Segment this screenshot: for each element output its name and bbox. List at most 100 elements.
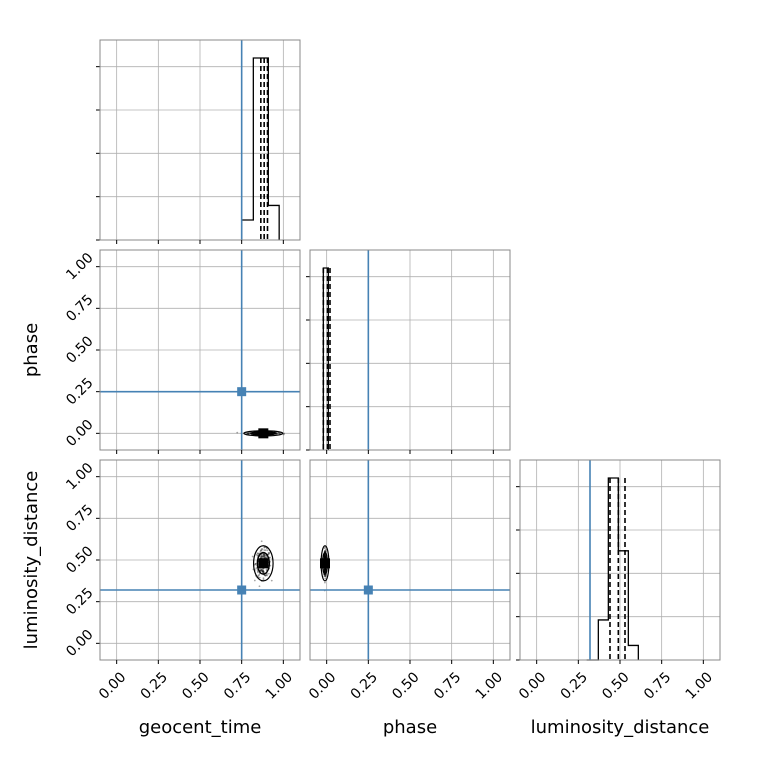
sample-point-geocent_time-vs-luminosity_distance-88 [260, 570, 263, 572]
ytick-label-phase-2: 0.50 [63, 333, 96, 366]
xtick-label-luminosity_distance-3: 0.75 [641, 669, 674, 702]
ytick-label-luminosity_distance-3: 0.75 [63, 502, 96, 535]
sample-point-phase-vs-luminosity_distance-234 [324, 546, 327, 549]
sample-point-geocent_time-vs-phase-52 [256, 432, 259, 435]
sample-point-phase-vs-luminosity_distance-213 [324, 555, 326, 557]
sample-point-geocent_time-vs-phase-259 [255, 432, 258, 435]
sample-point-phase-vs-luminosity_distance-251 [323, 555, 326, 558]
sample-point-phase-vs-luminosity_distance-240 [324, 575, 327, 578]
sample-point-geocent_time-vs-phase-248 [270, 432, 273, 435]
contour-inner-geocent_time-vs-luminosity_distance [256, 551, 271, 575]
histogram-luminosity_distance [586, 477, 639, 661]
sample-point-geocent_time-vs-phase-156 [255, 432, 258, 435]
sample-point-geocent_time-vs-luminosity_distance-124 [268, 551, 271, 554]
sample-point-geocent_time-vs-phase-219 [247, 432, 249, 435]
sample-point-geocent_time-vs-luminosity_distance-96 [262, 569, 264, 572]
sample-point-geocent_time-vs-luminosity_distance-155 [260, 548, 263, 550]
ytick-label-phase-1: 0.25 [63, 375, 96, 408]
sample-point-geocent_time-vs-luminosity_distance-97 [254, 562, 257, 565]
sample-point-geocent_time-vs-phase-231 [256, 432, 258, 435]
sample-point-geocent_time-vs-luminosity_distance-18 [262, 570, 265, 573]
sample-point-geocent_time-vs-luminosity_distance-240 [263, 553, 265, 555]
sample-point-geocent_time-vs-phase-187 [268, 432, 271, 435]
sample-point-geocent_time-vs-luminosity_distance-205 [251, 555, 254, 558]
sample-point-geocent_time-vs-luminosity_distance-48 [263, 546, 266, 549]
sample-point-phase-vs-luminosity_distance-150 [323, 554, 326, 557]
sample-point-geocent_time-vs-luminosity_distance-228 [255, 567, 258, 570]
sample-point-phase-vs-luminosity_distance-108 [324, 568, 327, 571]
sample-point-geocent_time-vs-phase-68 [275, 432, 278, 435]
sample-point-phase-vs-luminosity_distance-58 [323, 569, 326, 572]
sample-point-geocent_time-vs-phase-10 [269, 432, 271, 435]
xtick-label-geocent_time-0: 0.00 [96, 669, 129, 702]
sample-point-phase-vs-luminosity_distance-189 [324, 568, 327, 571]
sample-point-phase-vs-luminosity_distance-21 [324, 555, 327, 558]
sample-point-geocent_time-vs-luminosity_distance-59 [257, 574, 260, 577]
xtick-label-luminosity_distance-0: 0.00 [516, 669, 549, 702]
ytick-label-luminosity_distance-1: 0.25 [63, 585, 96, 618]
sample-point-phase-vs-luminosity_distance-138 [323, 567, 326, 570]
sample-point-geocent_time-vs-luminosity_distance-10 [262, 570, 265, 573]
sample-point-geocent_time-vs-phase-86 [269, 432, 272, 435]
sample-point-geocent_time-vs-phase-146 [271, 432, 274, 435]
sample-point-geocent_time-vs-luminosity_distance-222 [254, 563, 256, 566]
sample-point-phase-vs-luminosity_distance-9 [323, 556, 326, 559]
sample-point-geocent_time-vs-luminosity_distance-221 [261, 555, 264, 558]
sample-point-geocent_time-vs-luminosity_distance-99 [254, 562, 257, 565]
sample-point-geocent_time-vs-phase-5 [246, 432, 249, 435]
sample-point-phase-vs-luminosity_distance-70 [324, 556, 327, 558]
sample-point-phase-vs-luminosity_distance-134 [324, 568, 327, 570]
sample-point-geocent_time-vs-luminosity_distance-19 [255, 553, 258, 556]
sample-point-geocent_time-vs-phase-63 [269, 432, 272, 435]
sample-point-geocent_time-vs-luminosity_distance-20 [263, 556, 266, 559]
sample-point-phase-vs-luminosity_distance-87 [324, 555, 326, 558]
sample-point-geocent_time-vs-luminosity_distance-254 [264, 555, 266, 557]
sample-point-geocent_time-vs-luminosity_distance-52 [264, 549, 267, 552]
truth-marker-geocent_time-vs-luminosity_distance [237, 585, 247, 595]
sample-point-geocent_time-vs-luminosity_distance-226 [261, 570, 264, 573]
sample-point-phase-vs-luminosity_distance-81 [324, 556, 327, 559]
sample-point-geocent_time-vs-phase-22 [256, 432, 259, 435]
sample-point-geocent_time-vs-luminosity_distance-202 [262, 555, 265, 558]
sample-point-geocent_time-vs-luminosity_distance-258 [262, 578, 265, 581]
density-peak-phase-vs-luminosity_distance [320, 558, 330, 569]
sample-point-phase-vs-luminosity_distance-235 [324, 554, 326, 557]
sample-point-geocent_time-vs-phase-117 [268, 432, 270, 435]
sample-point-phase-vs-luminosity_distance-191 [324, 568, 326, 571]
sample-point-geocent_time-vs-luminosity_distance-3 [256, 552, 259, 555]
sample-point-geocent_time-vs-phase-113 [276, 432, 279, 435]
sample-point-geocent_time-vs-luminosity_distance-30 [262, 555, 265, 558]
sample-point-phase-vs-luminosity_distance-51 [325, 548, 327, 551]
sample-point-phase-vs-luminosity_distance-5 [324, 574, 327, 577]
sample-point-phase-vs-luminosity_distance-200 [323, 575, 326, 578]
sample-point-phase-vs-luminosity_distance-177 [324, 556, 327, 559]
density-peak-geocent_time-vs-luminosity_distance [258, 558, 269, 569]
sample-point-geocent_time-vs-luminosity_distance-72 [256, 570, 259, 573]
sample-point-phase-vs-luminosity_distance-232 [324, 568, 327, 571]
density-peak-geocent_time-vs-phase [258, 428, 269, 439]
sample-point-geocent_time-vs-phase-138 [268, 432, 270, 434]
sample-point-phase-vs-luminosity_distance-98 [323, 556, 326, 559]
xlabel-luminosity_distance: luminosity_distance [531, 717, 710, 738]
sample-point-phase-vs-luminosity_distance-201 [324, 575, 327, 578]
sample-point-geocent_time-vs-luminosity_distance-131 [260, 555, 263, 558]
sample-point-geocent_time-vs-luminosity_distance-49 [264, 574, 267, 577]
sample-point-phase-vs-luminosity_distance-125 [324, 556, 327, 559]
sample-point-geocent_time-vs-luminosity_distance-188 [263, 553, 266, 556]
sample-point-phase-vs-luminosity_distance-92 [323, 556, 326, 559]
sample-point-phase-vs-luminosity_distance-231 [324, 568, 327, 570]
sample-point-phase-vs-luminosity_distance-117 [323, 554, 326, 556]
sample-point-geocent_time-vs-luminosity_distance-2 [258, 585, 261, 588]
sample-point-geocent_time-vs-luminosity_distance-175 [259, 569, 262, 571]
sample-point-phase-vs-luminosity_distance-167 [324, 550, 327, 553]
sample-point-phase-vs-luminosity_distance-26 [323, 570, 326, 572]
sample-point-geocent_time-vs-luminosity_distance-208 [266, 549, 269, 552]
xlabel-geocent_time: geocent_time [139, 717, 262, 738]
xtick-label-phase-3: 0.75 [431, 669, 464, 702]
ytick-label-luminosity_distance-0: 0.00 [63, 627, 96, 660]
sample-point-geocent_time-vs-phase-209 [275, 432, 278, 435]
sample-point-geocent_time-vs-phase-223 [283, 432, 286, 435]
sample-point-geocent_time-vs-phase-208 [255, 432, 258, 435]
sample-point-geocent_time-vs-luminosity_distance-110 [262, 554, 265, 556]
